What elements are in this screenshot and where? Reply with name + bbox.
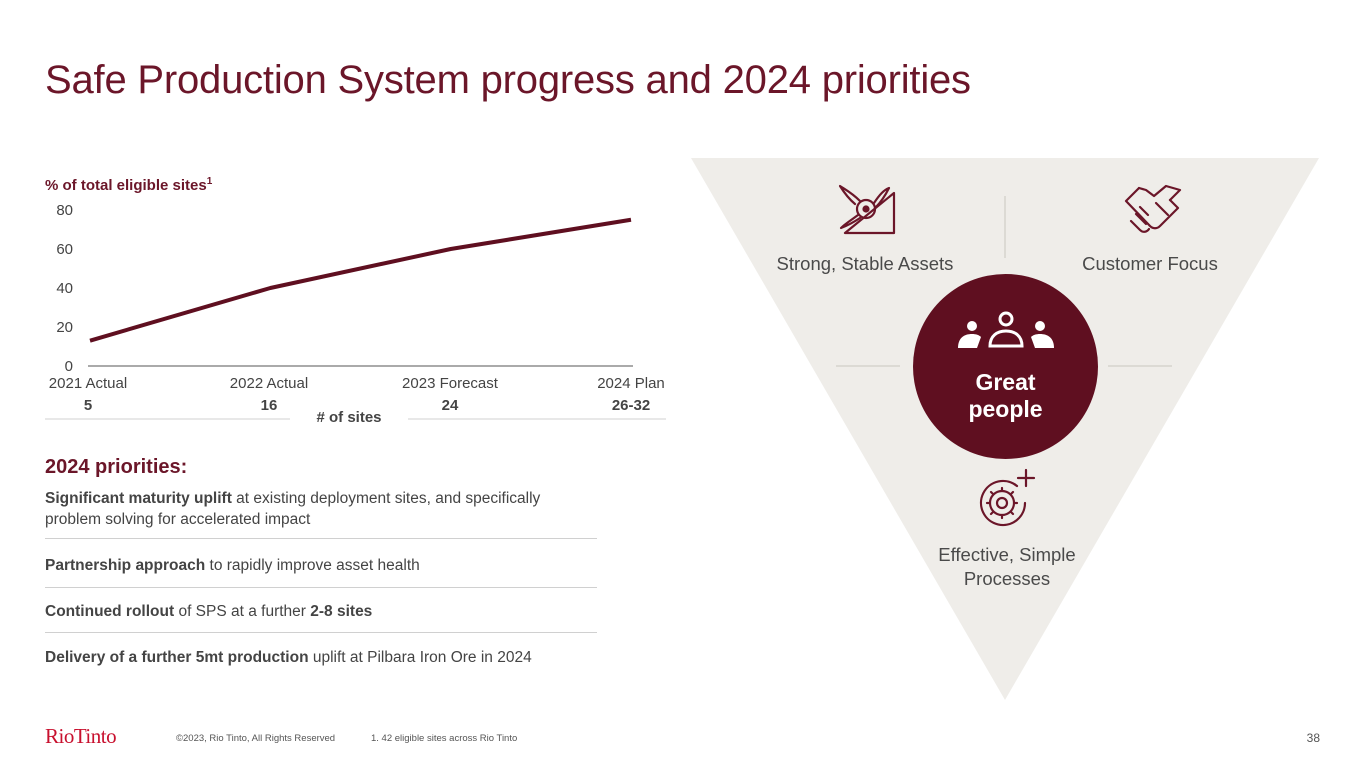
priority-item-4-text: uplift at Pilbara Iron Ore in 2024	[308, 649, 532, 666]
chart-title-text: % of total eligible sites	[45, 177, 207, 194]
gear-plus-icon	[979, 468, 1036, 527]
x-tick-label: 2021 Actual	[49, 375, 127, 392]
framework-label-processes-line1: Effective, Simple	[938, 544, 1076, 565]
site-count-label: 5	[84, 397, 92, 414]
great-people-label: Great people	[913, 369, 1098, 423]
priority-divider	[45, 632, 597, 633]
priority-item-2: Partnership approach to rapidly improve …	[45, 555, 597, 576]
priority-item-2-bold: Partnership approach	[45, 557, 206, 574]
chart-title: % of total eligible sites1	[45, 176, 212, 194]
priority-item-4-bold: Delivery of a further 5mt production	[45, 649, 309, 666]
data-line-series	[89, 217, 632, 343]
turbine-icon	[838, 184, 896, 235]
y-tick-label: 0	[65, 358, 73, 375]
copyright-text: ©2023, Rio Tinto, All Rights Reserved	[176, 733, 336, 744]
priority-item-1: Significant maturity uplift at existing …	[45, 488, 597, 530]
great-people-circle	[913, 274, 1098, 459]
page-title: Safe Production System progress and 2024…	[45, 58, 971, 102]
framework-label-assets: Strong, Stable Assets	[776, 253, 954, 274]
rio-tinto-logo: RioTinto	[45, 724, 117, 748]
y-tick-label: 40	[56, 280, 73, 297]
x-tick-label: 2023 Forecast	[402, 375, 499, 392]
priority-divider	[45, 587, 597, 588]
y-tick-label: 60	[56, 241, 73, 258]
priority-item-3-text: of SPS at a further	[174, 603, 311, 620]
handshake-icon	[1124, 184, 1182, 233]
x-tick-label: 2024 Plan	[597, 375, 665, 392]
priority-item-2-text: to rapidly improve asset health	[205, 557, 420, 574]
priorities-heading: 2024 priorities:	[45, 456, 188, 478]
framework-label-processes: Effective, Simple Processes	[897, 543, 1117, 591]
page-number: 38	[1306, 731, 1320, 745]
x-tick-label: 2022 Actual	[230, 375, 308, 392]
site-count-label: 24	[442, 397, 459, 414]
priority-item-3-bold2: 2-8 sites	[310, 603, 373, 620]
priority-item-1-bold: Significant maturity uplift	[45, 490, 232, 507]
framework-label-customer: Customer Focus	[1082, 253, 1218, 274]
priority-divider	[45, 538, 597, 539]
priority-item-4: Delivery of a further 5mt production upl…	[45, 647, 597, 668]
footnote-text: 1. 42 eligible sites across Rio Tinto	[371, 733, 518, 744]
chart-title-footnote-marker: 1	[206, 176, 213, 187]
framework-label-processes-line2: Processes	[963, 568, 1051, 589]
y-tick-label: 80	[56, 202, 73, 219]
site-count-label: 16	[261, 397, 278, 414]
priority-item-3: Continued rollout of SPS at a further 2-…	[45, 601, 597, 622]
sites-axis-label: # of sites	[290, 409, 408, 426]
priority-item-1-text: at existing deployment sites, and specif…	[45, 490, 541, 528]
great-people-line1: Great	[975, 369, 1036, 395]
people-group-icon	[958, 311, 1054, 348]
priority-item-3-bold: Continued rollout	[45, 603, 175, 620]
y-tick-label: 20	[56, 319, 73, 336]
great-people-line2: people	[968, 396, 1043, 422]
site-count-label: 26-32	[612, 397, 650, 414]
